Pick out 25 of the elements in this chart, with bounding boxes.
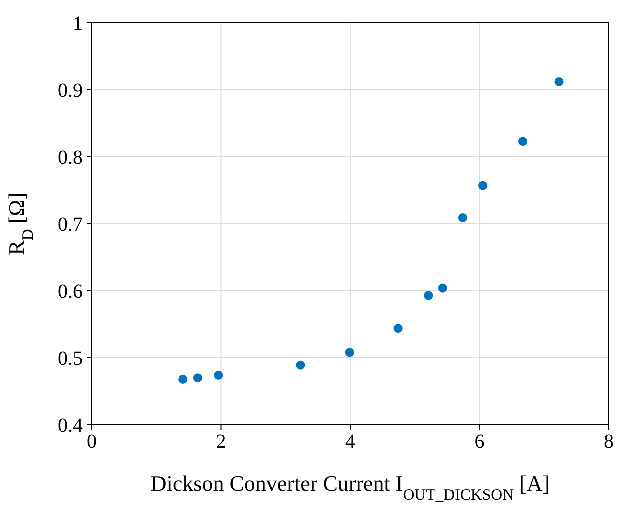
point [178,374,188,384]
y-tick-label: 1 [73,13,83,36]
point [193,374,202,383]
point [458,213,468,222]
y-tick-label: 0.9 [58,80,83,102]
point [554,77,564,86]
x-tick-label: 0 [87,431,97,454]
y-tick-label: 0.4 [58,415,83,438]
x-tick-label: 4 [346,431,356,454]
point [518,137,528,146]
point [214,370,224,380]
point [424,291,434,300]
point [438,284,448,293]
x-axis-title: Dickson Converter Current I$_{OUT_DICKSON}$ [A] [150,471,550,504]
y-tick-label: 0.5 [58,348,83,370]
point [296,360,306,370]
y-tick-label: 0.8 [58,147,83,170]
y-tick-label: 0.7 [58,214,83,236]
x-tick-label: 8 [604,431,614,454]
point [478,181,488,190]
point [394,324,403,334]
y-tick-label: 0.6 [58,281,83,304]
x-tick-label: 2 [216,431,226,454]
x-tick-label: 6 [474,431,485,454]
point [345,348,354,358]
